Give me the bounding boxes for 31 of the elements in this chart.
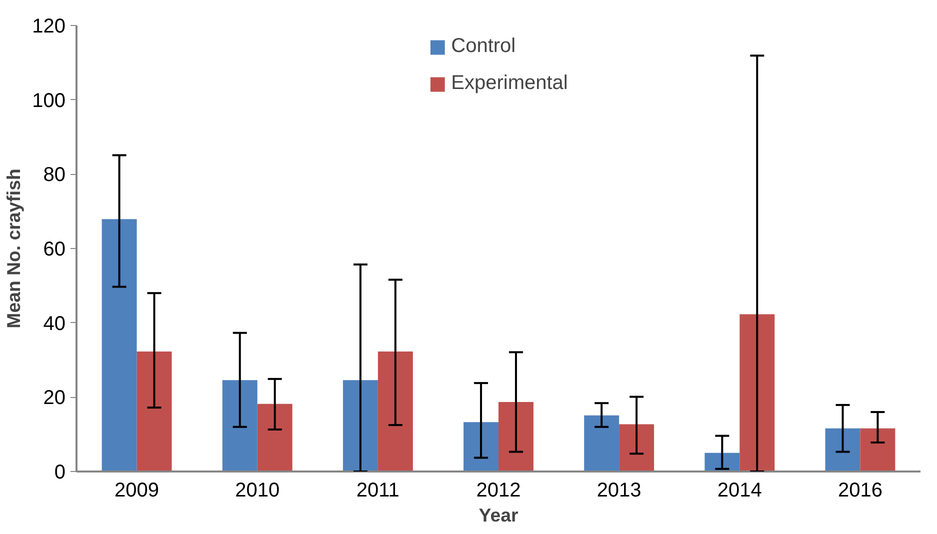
legend-label: Experimental — [451, 72, 568, 95]
y-tick-label: 0 — [54, 462, 66, 484]
bar — [257, 404, 292, 472]
y-tick-label: 100 — [32, 90, 66, 112]
x-tick-label: 2010 — [235, 480, 280, 502]
bar — [740, 314, 775, 472]
y-tick-label: 60 — [43, 238, 66, 260]
x-tick-label: 2011 — [356, 480, 400, 502]
y-tick-label: 80 — [43, 164, 66, 186]
y-tick-label: 20 — [43, 387, 66, 410]
x-tick-label: 2012 — [476, 480, 521, 502]
bar — [378, 351, 413, 472]
y-tick-label: 120 — [32, 16, 66, 38]
bar — [342, 380, 378, 472]
bar — [860, 428, 896, 472]
bar — [825, 428, 860, 472]
x-tick-label: 2009 — [114, 480, 160, 502]
bar — [498, 402, 534, 472]
bar — [464, 422, 498, 472]
x-tick-label: 2014 — [717, 480, 762, 502]
y-tick-label: 40 — [43, 312, 66, 335]
x-axis-title: Year — [478, 504, 518, 526]
bar — [222, 380, 258, 472]
bar — [136, 351, 172, 472]
bar — [584, 415, 620, 472]
x-tick-label: 2013 — [596, 480, 642, 502]
bar — [619, 424, 654, 472]
x-tick-label: 2016 — [838, 480, 882, 502]
bar — [102, 219, 137, 472]
legend-label: Control — [451, 35, 516, 58]
y-axis-title: Mean No. crayfish — [3, 168, 24, 328]
